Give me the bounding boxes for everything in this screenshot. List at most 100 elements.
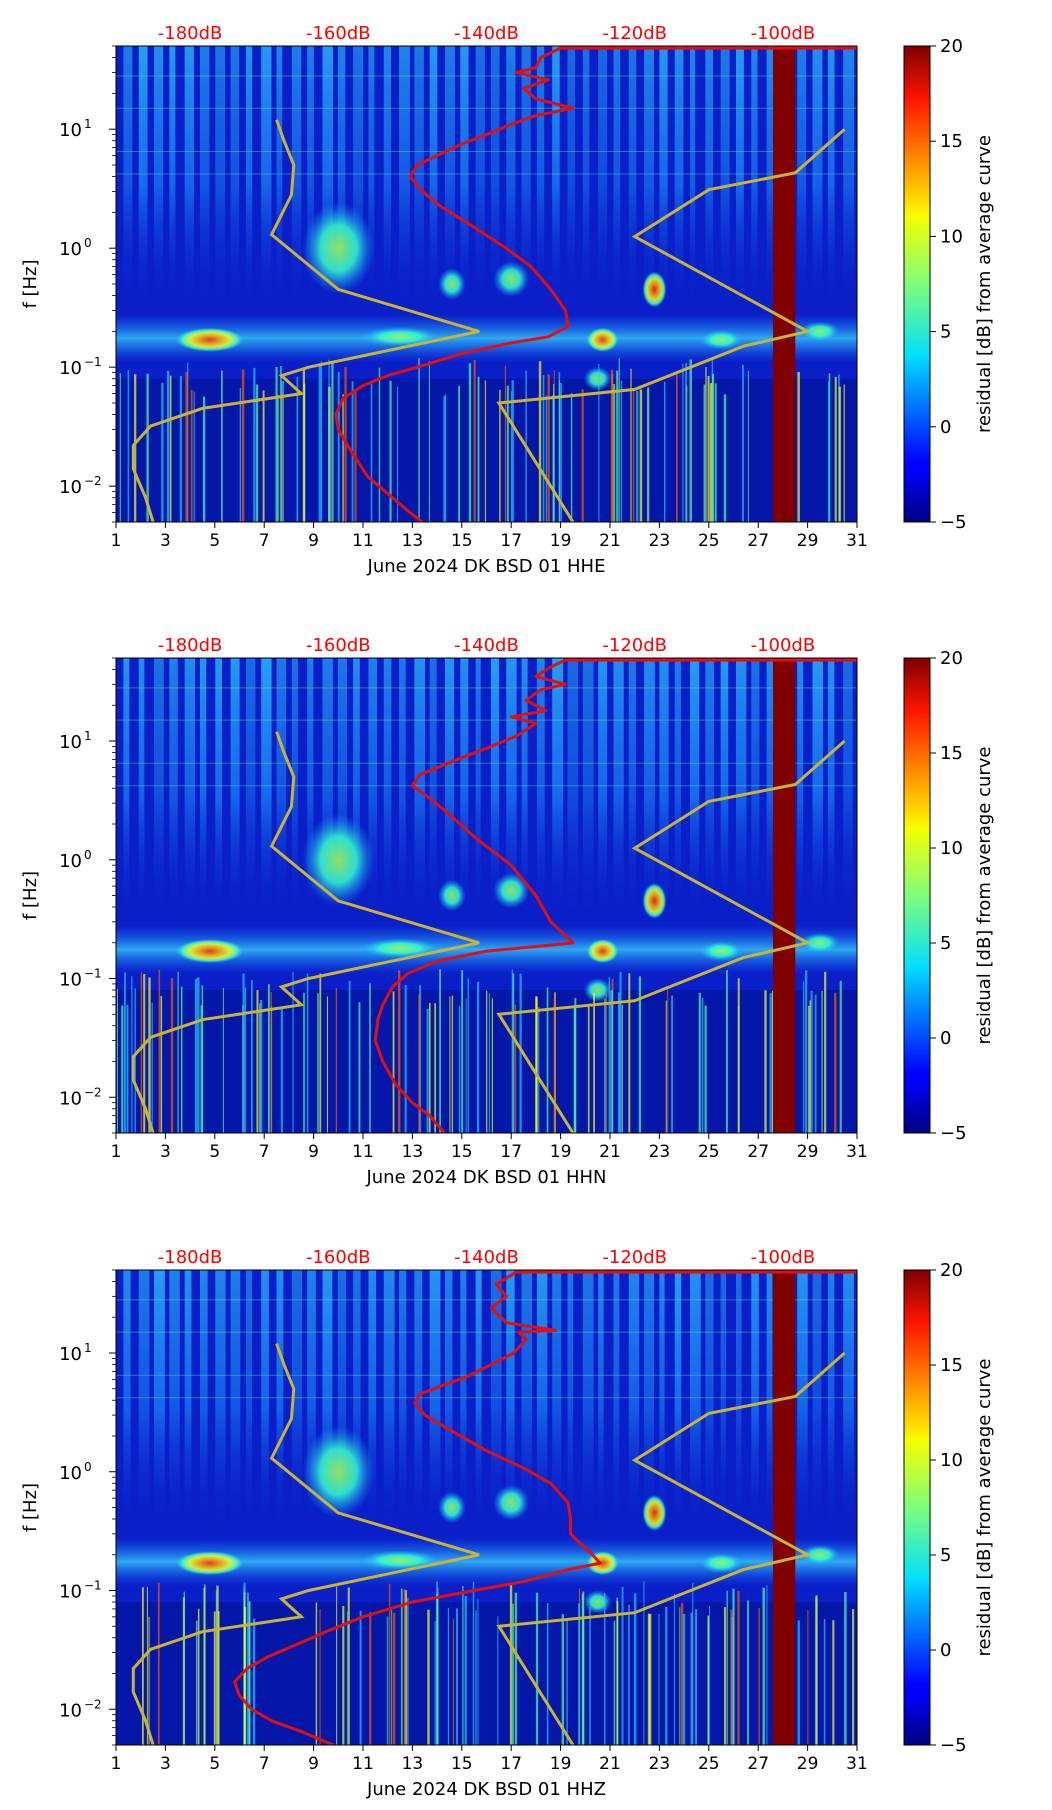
heatmap-streak	[123, 1270, 131, 1526]
y-tick-exponent: −2	[84, 1697, 102, 1711]
colorbar-tick-label: 5	[940, 1545, 951, 1566]
heatmap-streak	[291, 46, 302, 303]
heatmap-streak	[674, 658, 681, 914]
heatmap-streak	[766, 46, 778, 303]
heatmap-streak	[368, 46, 375, 303]
heatmap-streak	[460, 46, 469, 303]
heatmap-streak	[521, 658, 528, 914]
y-tick-label: 10	[59, 1700, 82, 1721]
x-tick-label: 17	[500, 531, 522, 551]
heatmap-streak	[475, 46, 485, 303]
x-tick-label: 5	[209, 531, 220, 551]
heatmap-streak	[506, 46, 516, 303]
y-tick-exponent: 1	[84, 1341, 92, 1355]
heatmap-streak	[644, 1270, 655, 1526]
heatmap-streak	[536, 46, 545, 303]
heatmap-streak	[843, 1270, 854, 1526]
heatmap-hotspot	[360, 326, 441, 347]
x-tick-label: 23	[649, 1142, 671, 1162]
heatmap-streak	[138, 46, 148, 303]
x-tick-label: 31	[846, 1754, 868, 1774]
colorbar: 20 15 10 5 0 −5 residual [dB] from average cur…	[903, 648, 995, 1144]
heatmap-streak	[199, 1270, 208, 1526]
heatmap-streak	[659, 1270, 665, 1526]
heatmap-streak	[184, 1270, 192, 1526]
heatmap-streak	[613, 46, 621, 303]
heatmap-streak	[169, 46, 176, 303]
y-tick-exponent: −2	[84, 1085, 102, 1099]
heatmap-streak	[199, 46, 210, 303]
x-tick-label: 9	[308, 1754, 319, 1774]
top-db-label: -140dB	[454, 1247, 519, 1268]
heatmap-hotspot	[699, 1553, 744, 1574]
heatmap-streak	[184, 46, 194, 303]
heatmap-hotspot	[302, 813, 375, 906]
y-tick-base: 10	[59, 1463, 82, 1484]
heatmap-hotspot	[699, 329, 744, 350]
heatmap-hotspot	[437, 1491, 466, 1524]
heatmap-streak	[429, 658, 437, 914]
high-noise-model-curve	[496, 1351, 846, 1745]
heatmap-hotspot	[586, 327, 619, 352]
top-db-label: -100dB	[751, 635, 816, 656]
y-tick-exponent: −1	[84, 1579, 102, 1593]
x-tick-label: 11	[352, 531, 374, 551]
x-tick-label: 13	[402, 1142, 424, 1162]
y-tick-base: 10	[59, 1582, 82, 1603]
heatmap-streak	[690, 1270, 701, 1526]
colorbar-tick-label: 0	[940, 1640, 951, 1661]
heatmap-streak	[735, 46, 744, 303]
heatmap-streak	[674, 46, 684, 303]
heatmap-streak	[720, 658, 729, 914]
heatmap-hotspot	[642, 882, 667, 919]
median-psd-curve	[334, 46, 857, 522]
colorbar-tick-label: 10	[940, 838, 963, 859]
y-tick-exponent: 0	[84, 236, 92, 250]
heatmap-streak	[399, 658, 406, 914]
heatmap-streak	[659, 658, 669, 914]
x-tick-label: 7	[259, 1142, 270, 1162]
heatmap-streak	[506, 1270, 515, 1526]
x-tick-label: 19	[550, 1754, 572, 1774]
x-tick-label: 15	[451, 1142, 473, 1162]
heatmap-streak	[445, 658, 455, 914]
plot-area	[116, 658, 857, 1133]
heatmap-streak	[812, 1270, 822, 1526]
heatmap-streak	[843, 46, 855, 303]
y-tick-label: 10	[59, 851, 82, 872]
heatmap-streak	[598, 46, 608, 303]
heatmap-low-freq-region	[116, 1602, 857, 1745]
x-tick-label: 3	[160, 1142, 171, 1162]
y-tick-exponent: 0	[84, 848, 92, 862]
x-tick-label: 31	[846, 531, 868, 551]
heatmap-streak	[582, 658, 594, 914]
heatmap-hotspot	[360, 938, 441, 959]
x-tick-label: 5	[209, 1754, 220, 1774]
heatmap-streak	[399, 46, 410, 303]
top-db-label: -160dB	[306, 635, 371, 656]
x-tick-label: 29	[797, 1142, 819, 1162]
top-db-label: -100dB	[751, 1247, 816, 1268]
outage-band	[773, 1270, 796, 1745]
heatmap-streak	[337, 658, 348, 914]
x-tick-label: 21	[599, 1754, 621, 1774]
heatmap-streak	[705, 658, 715, 914]
heatmap-hotspot	[437, 268, 466, 300]
x-axis-label: June 2024 DK BSD 01 HHN	[365, 1167, 606, 1188]
y-axis-label: f [Hz]	[20, 1483, 41, 1532]
y-tick-exponent: 1	[84, 729, 92, 743]
heatmap-streak	[337, 1270, 347, 1526]
heatmap-streak	[490, 46, 500, 303]
heatmap-streak	[230, 1270, 241, 1526]
heatmap-streak	[720, 46, 730, 303]
y-tick-exponent: 1	[84, 117, 92, 131]
top-db-label: -120dB	[602, 23, 667, 44]
x-tick-label: 15	[451, 1754, 473, 1774]
top-db-label: -100dB	[751, 23, 816, 44]
heatmap-streak	[552, 46, 560, 303]
heatmap-hotspot	[799, 1544, 840, 1565]
y-tick-base: 10	[59, 1700, 82, 1721]
x-tick-label: 23	[649, 1754, 671, 1774]
